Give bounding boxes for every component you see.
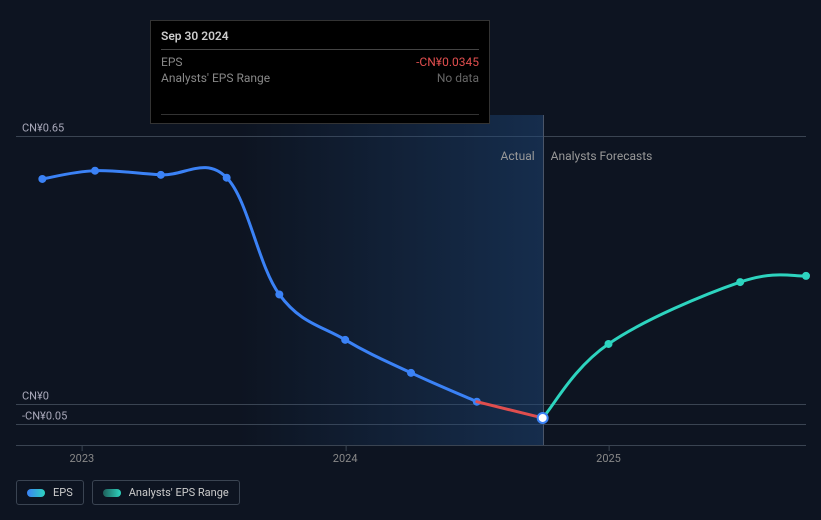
series-marker [341,336,349,344]
chart-svg [16,115,806,445]
x-axis: 202320242025 [16,445,806,446]
series-marker [91,167,99,175]
y-axis-label: CN¥0 [22,389,49,402]
series-marker [38,175,46,183]
y-axis-label: CN¥0.65 [22,121,64,134]
series-marker [157,171,165,179]
legend-label: EPS [53,486,73,499]
x-axis-label: 2025 [596,452,621,465]
region-label: Actual [501,149,535,163]
legend-label: Analysts' EPS Range [129,486,229,499]
legend-swatch [103,489,121,497]
legend-item[interactable]: EPS [16,480,84,505]
tooltip-divider-bottom [161,114,479,115]
eps-chart[interactable]: CN¥0.65 CN¥0 -CN¥0.05 Actual Analysts Foreca… [16,115,806,445]
tooltip-divider [161,49,479,50]
x-axis-label: 2023 [69,452,94,465]
series-line [477,402,543,418]
tooltip-row-label: Analysts' EPS Range [161,71,270,85]
series-marker [736,278,744,286]
series-line [543,275,806,418]
tooltip-row-label: EPS [161,55,183,69]
hover-tooltip: Sep 30 2024 EPS-CN¥0.0345Analysts' EPS R… [150,20,490,124]
legend-swatch [27,489,45,497]
tooltip-row: EPS -CN¥0.0345 [161,54,479,70]
tooltip-row-value: No data [437,71,479,85]
legend-item[interactable]: Analysts' EPS Range [92,480,240,505]
series-marker [223,174,231,182]
series-marker [407,369,415,377]
y-axis-label: -CN¥0.05 [22,410,67,423]
series-marker [605,340,613,348]
tooltip-row-value: -CN¥0.0345 [416,55,479,69]
legend: EPS Analysts' EPS Range [16,480,240,505]
series-line [42,168,477,402]
tooltip-row: Analysts' EPS Range No data [161,70,479,86]
tooltip-date: Sep 30 2024 [161,29,479,47]
hover-marker [538,413,548,423]
x-axis-label: 2024 [333,452,358,465]
series-marker [802,272,810,280]
region-label: Analysts Forecasts [551,149,653,163]
series-marker [275,290,283,298]
